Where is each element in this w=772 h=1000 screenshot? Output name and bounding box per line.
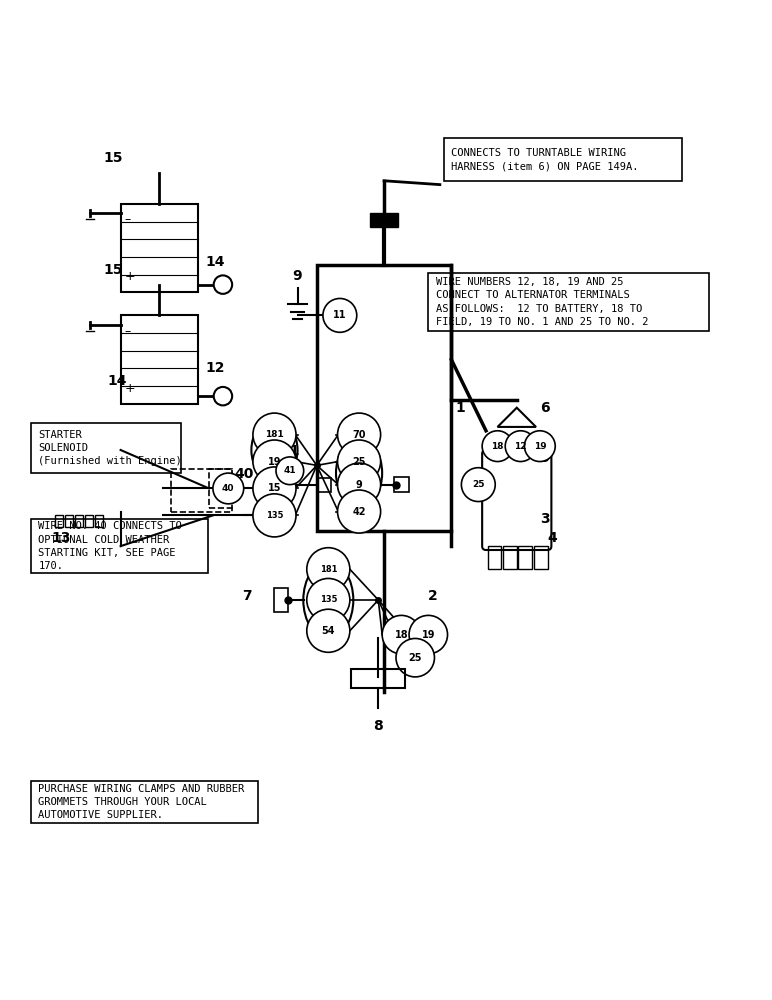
Text: WIRE NO. 40 CONNECTS TO
OPTIONAL COLD WEATHER
STARTING KIT, SEE PAGE
170.: WIRE NO. 40 CONNECTS TO OPTIONAL COLD WE… bbox=[39, 521, 182, 571]
Circle shape bbox=[382, 615, 421, 654]
Text: 10: 10 bbox=[336, 478, 355, 492]
Circle shape bbox=[337, 463, 381, 506]
Circle shape bbox=[253, 494, 296, 537]
Circle shape bbox=[214, 387, 232, 405]
Bar bbox=[66, 515, 73, 527]
Text: 19: 19 bbox=[533, 442, 546, 451]
Bar bbox=[75, 515, 83, 527]
Text: 5: 5 bbox=[540, 451, 550, 465]
Text: WIRE NUMBERS 12, 18, 19 AND 25
CONNECT TO ALTERNATOR TERMINALS
AS FOLLOWS:  12 T: WIRE NUMBERS 12, 18, 19 AND 25 CONNECT T… bbox=[436, 277, 648, 327]
Text: 54: 54 bbox=[322, 626, 335, 636]
Text: 15: 15 bbox=[103, 151, 123, 165]
Bar bbox=[488, 546, 501, 569]
Bar bbox=[371, 213, 398, 227]
Circle shape bbox=[276, 457, 303, 485]
Text: 2: 2 bbox=[428, 589, 438, 603]
Text: 135: 135 bbox=[266, 511, 283, 520]
Circle shape bbox=[409, 615, 448, 654]
Bar bbox=[31, 519, 208, 573]
Text: 40: 40 bbox=[234, 467, 253, 481]
Circle shape bbox=[337, 490, 381, 533]
Circle shape bbox=[214, 275, 232, 294]
Text: 14: 14 bbox=[107, 374, 127, 388]
Bar bbox=[31, 781, 258, 823]
Bar bbox=[95, 515, 103, 527]
Bar bbox=[503, 546, 516, 569]
Circle shape bbox=[306, 548, 350, 591]
Circle shape bbox=[253, 440, 296, 483]
Text: 12: 12 bbox=[205, 361, 225, 375]
Text: 9: 9 bbox=[356, 480, 362, 490]
Text: 181: 181 bbox=[265, 430, 284, 439]
Text: 4: 4 bbox=[547, 531, 557, 545]
Text: CONNECTS TO TURNTABLE WIRING
HARNESS (item 6) ON PAGE 149A.: CONNECTS TO TURNTABLE WIRING HARNESS (it… bbox=[452, 148, 639, 171]
Text: STARTER
SOLENOID
(Furnished with Engine): STARTER SOLENOID (Furnished with Engine) bbox=[39, 430, 182, 466]
Circle shape bbox=[482, 431, 513, 462]
Text: 41: 41 bbox=[283, 466, 296, 475]
Text: 1: 1 bbox=[455, 401, 465, 415]
Bar bbox=[518, 546, 532, 569]
Circle shape bbox=[306, 609, 350, 652]
Text: 25: 25 bbox=[352, 457, 366, 467]
Text: 70: 70 bbox=[352, 430, 366, 440]
Bar bbox=[317, 478, 330, 492]
Text: 15: 15 bbox=[268, 483, 281, 493]
Text: 181: 181 bbox=[320, 565, 337, 574]
Text: –: – bbox=[124, 325, 130, 338]
Bar bbox=[394, 477, 409, 492]
Circle shape bbox=[462, 468, 495, 502]
Text: 3: 3 bbox=[540, 512, 550, 526]
Bar bbox=[56, 515, 63, 527]
Circle shape bbox=[396, 638, 435, 677]
Text: 7: 7 bbox=[242, 589, 252, 603]
Text: 19: 19 bbox=[268, 457, 281, 467]
Text: 8: 8 bbox=[374, 719, 383, 733]
Bar bbox=[351, 669, 405, 688]
Text: –: – bbox=[124, 213, 130, 226]
Text: 14: 14 bbox=[205, 255, 225, 269]
Circle shape bbox=[213, 473, 244, 504]
Text: 18: 18 bbox=[491, 442, 504, 451]
Text: 15: 15 bbox=[103, 263, 123, 277]
Text: 18: 18 bbox=[394, 630, 408, 640]
Circle shape bbox=[253, 467, 296, 510]
Text: PURCHASE WIRING CLAMPS AND RUBBER
GROMMETS THROUGH YOUR LOCAL
AUTOMOTIVE SUPPLIE: PURCHASE WIRING CLAMPS AND RUBBER GROMME… bbox=[39, 784, 245, 820]
Text: +: + bbox=[124, 270, 135, 283]
Text: 41: 41 bbox=[280, 444, 300, 458]
Text: 13: 13 bbox=[52, 531, 71, 545]
Circle shape bbox=[505, 431, 536, 462]
Bar bbox=[120, 315, 198, 404]
Text: 6: 6 bbox=[540, 401, 550, 415]
Text: 11: 11 bbox=[333, 310, 347, 320]
Bar bbox=[120, 204, 198, 292]
Bar bbox=[428, 273, 709, 331]
Text: 135: 135 bbox=[320, 595, 337, 604]
Circle shape bbox=[337, 440, 381, 483]
Text: +: + bbox=[124, 382, 135, 395]
Circle shape bbox=[323, 298, 357, 332]
Bar bbox=[275, 588, 288, 612]
Bar bbox=[31, 423, 181, 473]
Circle shape bbox=[337, 413, 381, 456]
Circle shape bbox=[524, 431, 555, 462]
Text: 11: 11 bbox=[344, 503, 363, 517]
Circle shape bbox=[253, 413, 296, 456]
Text: 19: 19 bbox=[422, 630, 435, 640]
Bar bbox=[85, 515, 93, 527]
Circle shape bbox=[306, 578, 350, 622]
Text: 40: 40 bbox=[222, 484, 235, 493]
Text: 25: 25 bbox=[472, 480, 485, 489]
Text: 9: 9 bbox=[293, 269, 303, 283]
Text: 25: 25 bbox=[408, 653, 422, 663]
Text: 42: 42 bbox=[352, 507, 366, 517]
Bar bbox=[444, 138, 682, 181]
Bar bbox=[533, 546, 547, 569]
Bar bbox=[317, 265, 452, 531]
Text: 12: 12 bbox=[514, 442, 527, 451]
